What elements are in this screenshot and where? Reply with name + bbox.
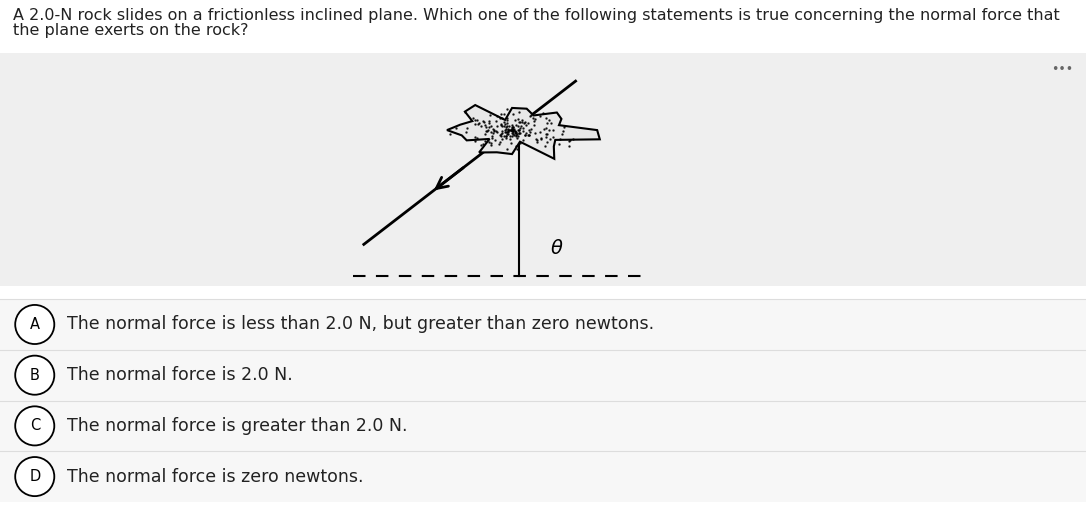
Text: A: A bbox=[29, 317, 40, 332]
Text: D: D bbox=[29, 469, 40, 484]
Bar bbox=[776, 53, 1086, 286]
Text: The normal force is greater than 2.0 N.: The normal force is greater than 2.0 N. bbox=[67, 417, 408, 435]
Ellipse shape bbox=[15, 406, 54, 446]
Text: The normal force is zero newtons.: The normal force is zero newtons. bbox=[67, 467, 364, 486]
Text: The normal force is 2.0 N.: The normal force is 2.0 N. bbox=[67, 366, 293, 384]
Bar bbox=[0, 401, 1086, 451]
Text: The normal force is less than 2.0 N, but greater than zero newtons.: The normal force is less than 2.0 N, but… bbox=[67, 315, 655, 334]
Bar bbox=[0, 299, 1086, 350]
Text: B: B bbox=[29, 368, 40, 383]
Ellipse shape bbox=[15, 457, 54, 496]
Bar bbox=[0, 451, 1086, 502]
Text: the plane exerts on the rock?: the plane exerts on the rock? bbox=[13, 23, 249, 38]
Text: A 2.0-N rock slides on a frictionless inclined plane. Which one of the following: A 2.0-N rock slides on a frictionless in… bbox=[13, 8, 1060, 23]
Text: •••: ••• bbox=[1051, 63, 1073, 77]
Ellipse shape bbox=[15, 305, 54, 344]
Polygon shape bbox=[447, 105, 599, 159]
Bar bbox=[0, 350, 1086, 401]
Bar bbox=[0, 53, 320, 286]
Ellipse shape bbox=[15, 355, 54, 395]
Bar bbox=[320, 53, 776, 286]
Text: C: C bbox=[29, 418, 40, 433]
Text: $\theta$: $\theta$ bbox=[550, 239, 563, 258]
